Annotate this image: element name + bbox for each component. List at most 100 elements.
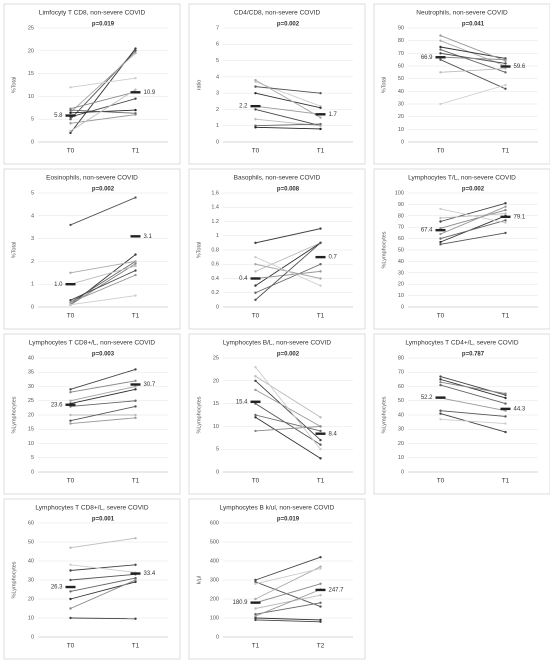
subject-point: [69, 399, 72, 402]
subject-point: [319, 443, 322, 446]
x-tick-label: T0: [252, 313, 260, 320]
subject-line: [440, 381, 506, 395]
subject-point: [69, 131, 72, 135]
subject-point: [69, 301, 72, 304]
y-tick-label: 0: [31, 469, 34, 475]
panel-frame: [188, 333, 366, 495]
y-tick-label: 4: [31, 213, 34, 219]
subject-line: [440, 413, 506, 433]
subject-point: [134, 273, 137, 277]
y-tick-label: 5: [31, 190, 34, 196]
subject-point: [254, 85, 257, 88]
subject-line: [70, 577, 136, 592]
median-label: 0.7: [329, 255, 338, 261]
subject-line: [70, 368, 136, 390]
subject-point: [134, 196, 137, 199]
subject-point: [504, 202, 507, 205]
p-value: p=0.001: [92, 517, 115, 523]
subject-point: [439, 48, 442, 51]
subject-line: [255, 242, 321, 287]
subject-line: [440, 209, 506, 229]
panel-title: CD4/CD8, non-severe COVID: [234, 10, 321, 17]
subject-point: [69, 422, 72, 425]
subject-point: [319, 263, 322, 266]
y-tick-label: 70: [398, 370, 404, 376]
subject-line: [255, 380, 321, 441]
median-label: 247.7: [329, 588, 345, 594]
median-label: 1.0: [54, 282, 63, 288]
panel-frame: [3, 333, 181, 495]
panel-title: Limfocyty T CD8, non-severe COVID: [39, 10, 146, 17]
subject-point: [254, 263, 257, 266]
x-tick-label: T0: [67, 478, 75, 485]
subject-line: [70, 579, 136, 609]
subject-point: [439, 71, 442, 74]
subject-point: [319, 601, 322, 604]
subject-point: [134, 88, 137, 91]
subject-line: [440, 59, 506, 90]
median-label: 1.7: [329, 112, 338, 118]
subject-point: [134, 97, 137, 100]
x-tick-label: T0: [67, 148, 75, 155]
median-marker: [65, 114, 76, 117]
panel-title: Eosinophils, non-severe COVID: [46, 175, 138, 182]
y-tick-label: 20: [28, 596, 34, 602]
median-label: 180.9: [232, 600, 248, 606]
y-tick-label: 1: [31, 282, 34, 288]
panel-title: Neutrophils, non-severe COVID: [416, 10, 508, 17]
y-tick-label: 80: [398, 355, 404, 361]
panel-frame: [373, 333, 550, 495]
y-tick-label: 25: [28, 398, 34, 404]
y-tick-label: 5: [216, 447, 219, 453]
subject-point: [134, 49, 137, 52]
y-axis-label: %Lymphocytes: [196, 396, 202, 433]
subject-point: [319, 127, 322, 131]
y-tick-label: 0: [31, 139, 34, 145]
x-tick-label: T2: [317, 643, 325, 650]
panel-frame: [3, 498, 181, 660]
median-marker: [65, 585, 76, 589]
subject-point: [134, 368, 137, 371]
panel-title: Lymphocytes B/L, non-severe COVID: [223, 340, 331, 347]
y-tick-label: 0: [216, 139, 219, 145]
subject-line: [255, 414, 321, 432]
subject-point: [504, 212, 507, 215]
subject-point: [254, 118, 257, 121]
subject-point: [504, 430, 507, 434]
subject-point: [254, 413, 257, 417]
subject-point: [319, 116, 322, 119]
subject-line: [70, 564, 136, 573]
y-axis-label: %Lymphocytes: [381, 231, 387, 268]
subject-point: [254, 607, 257, 610]
subject-line: [70, 114, 136, 124]
median-marker: [250, 104, 261, 108]
subject-point: [504, 67, 507, 70]
subject-point: [134, 537, 137, 540]
subject-line: [255, 425, 321, 432]
y-tick-label: 40: [28, 355, 34, 361]
subject-line: [70, 197, 136, 226]
x-tick-label: T0: [67, 313, 75, 320]
p-value: p=0.002: [277, 22, 300, 28]
subject-line: [70, 537, 136, 549]
subject-point: [69, 111, 72, 115]
subject-point: [254, 597, 257, 601]
y-tick-label: 1.4: [211, 205, 219, 211]
subject-point: [504, 221, 507, 224]
subject-point: [134, 264, 137, 268]
subject-point: [134, 51, 137, 55]
y-tick-label: 5: [216, 58, 219, 64]
subject-point: [504, 409, 507, 412]
median-marker: [130, 91, 141, 94]
subject-point: [439, 418, 442, 421]
y-tick-label: 60: [398, 384, 404, 390]
subject-point: [319, 567, 322, 570]
panel-title: Basophils, non-severe COVID: [234, 175, 321, 182]
subject-point: [69, 86, 72, 89]
subject-line: [440, 202, 506, 222]
subject-point: [439, 232, 442, 236]
median-marker: [435, 396, 446, 399]
subject-point: [69, 597, 72, 601]
median-marker: [315, 432, 326, 435]
